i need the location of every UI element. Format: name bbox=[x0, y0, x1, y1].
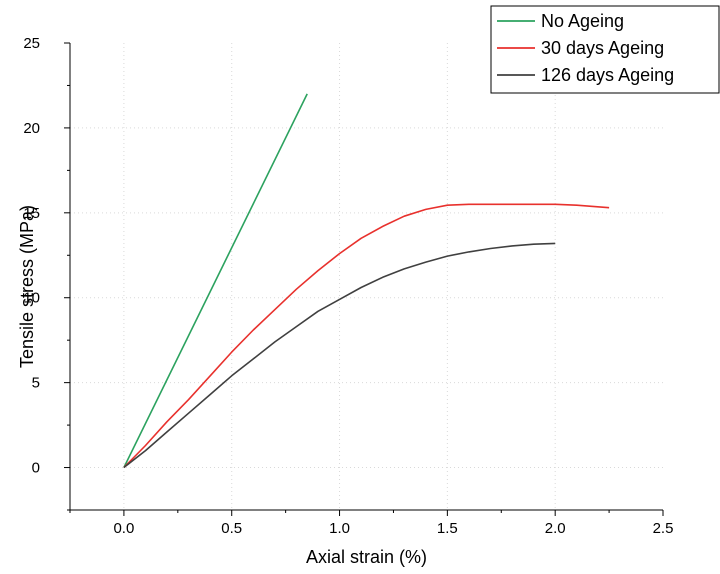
grid bbox=[70, 43, 663, 510]
legend: No Ageing 30 days Ageing 126 days Ageing bbox=[490, 5, 720, 94]
y-tick-label: 5 bbox=[32, 375, 40, 392]
legend-label-1: No Ageing bbox=[541, 11, 624, 31]
y-axis-title: Tensile stress (MPa) bbox=[17, 205, 37, 368]
y-tick-label: 20 bbox=[23, 120, 40, 137]
ticks: 0.0 0.5 1.0 1.5 2.0 2.5 0 5 10 15 20 25 bbox=[23, 35, 673, 537]
x-tick-label: 0.0 bbox=[113, 520, 134, 537]
series-line-3 bbox=[123, 242, 556, 469]
x-tick-label: 1.0 bbox=[329, 520, 350, 537]
series-line-1 bbox=[123, 93, 308, 468]
y-tick-label: 0 bbox=[32, 460, 40, 477]
axes bbox=[69, 43, 663, 511]
x-axis-title: Axial strain (%) bbox=[306, 547, 427, 567]
legend-label-2: 30 days Ageing bbox=[541, 38, 664, 58]
series-lines bbox=[123, 93, 610, 469]
legend-label-3: 126 days Ageing bbox=[541, 65, 674, 85]
y-tick-label: 15 bbox=[23, 205, 40, 222]
x-tick-label: 0.5 bbox=[221, 520, 242, 537]
y-tick-label: 10 bbox=[23, 290, 40, 307]
series-line-2 bbox=[123, 203, 610, 469]
y-tick-label: 25 bbox=[23, 35, 40, 52]
x-tick-label: 2.0 bbox=[545, 520, 566, 537]
x-tick-label: 2.5 bbox=[653, 520, 674, 537]
x-tick-label: 1.5 bbox=[437, 520, 458, 537]
